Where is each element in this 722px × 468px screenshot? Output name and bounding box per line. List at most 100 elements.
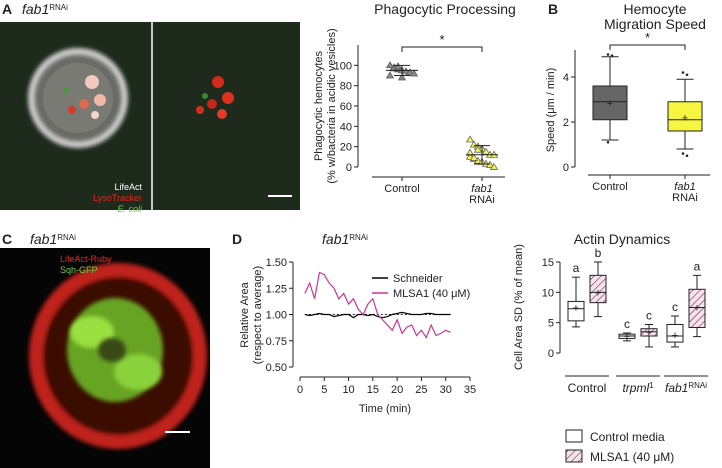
x-tick-label: 30: [440, 384, 452, 396]
data-point: [469, 153, 479, 161]
x-tick-label: trpml1: [622, 381, 654, 396]
box: [688, 288, 706, 329]
y-tick-label: 2: [563, 117, 569, 129]
image-label: Sqh-GFP: [60, 265, 98, 275]
group-letter: c: [672, 300, 678, 314]
panel-letter: D: [232, 231, 242, 247]
y-tick-label: 1.00: [266, 310, 287, 322]
image-label: LifeAct-Ruby: [60, 254, 112, 264]
mean-marker: +: [672, 330, 678, 342]
y-tick-label: 0: [563, 162, 569, 174]
legend-swatch: [565, 449, 583, 463]
x-tick-label: 35: [464, 384, 476, 396]
y-tick-label: 1.25: [266, 283, 287, 295]
y-axis-label: Relative Area: [239, 281, 251, 347]
error-bar: [474, 145, 490, 165]
y-tick-label: 0.75: [266, 336, 287, 348]
box: [567, 300, 585, 322]
legend-swatch: [565, 429, 583, 443]
panel-letter: B: [548, 1, 558, 17]
data-point: [465, 135, 475, 143]
box: [667, 101, 703, 132]
micrograph-a: [0, 22, 300, 210]
y-tick-label: 20: [340, 142, 352, 154]
text-span: RNAi: [688, 381, 707, 390]
significance: *: [645, 30, 650, 45]
data-point: [473, 145, 483, 153]
y-axis-label: (respect to average): [252, 266, 264, 364]
legend-label: Schneider: [393, 273, 443, 285]
significance-bracket: [609, 44, 686, 50]
y-tick-label: 0: [548, 348, 554, 360]
text-span: fab1: [322, 231, 349, 247]
group-letter: a: [573, 261, 580, 275]
panel-letter: C: [2, 231, 12, 247]
image-label: E. coli: [117, 204, 143, 214]
y-tick-label: 4: [563, 72, 569, 84]
x-tick-label: 20: [391, 384, 403, 396]
data-point: [489, 162, 499, 170]
y-tick-label: 80: [340, 81, 352, 93]
series-line: [304, 271, 451, 339]
y-axis-label: (% w/bacteria in acidic vesicles): [326, 28, 338, 183]
x-tick-label: 25: [415, 384, 427, 396]
y-tick-label: 1.50: [266, 257, 287, 269]
outlier: [606, 140, 610, 144]
chart-title: fab1RNAi: [322, 231, 368, 247]
image-title: fab1RNAi: [22, 1, 68, 17]
chart-title: Actin Dynamics: [574, 231, 670, 247]
box: [589, 274, 607, 304]
data-point: [397, 73, 407, 81]
y-tick-label: 0.50: [266, 362, 287, 374]
x-tick-label: Control: [384, 183, 419, 195]
x-tick-label: 10: [342, 384, 354, 396]
text-span: 1: [649, 381, 654, 390]
panel-letter: A: [2, 1, 12, 17]
y-tick-label: 5: [548, 318, 554, 330]
image-label: LifeAct: [114, 182, 142, 192]
mean-marker: +: [624, 331, 630, 343]
box: [640, 328, 658, 337]
chart-title: Phagocytic Processing: [374, 1, 516, 17]
y-tick-label: 10: [542, 287, 554, 299]
significance-bracket: [401, 46, 483, 52]
y-tick-label: 0: [346, 162, 352, 174]
x-tick-label: 15: [367, 384, 379, 396]
y-tick-label: 40: [340, 121, 352, 133]
outlier: [610, 54, 614, 57]
data-point: [485, 160, 495, 168]
error-bar: [394, 64, 410, 76]
mean-marker: +: [646, 327, 652, 339]
text-span: RNAi: [57, 233, 76, 242]
image-label: LysoTracker: [93, 193, 142, 203]
outlier: [681, 71, 685, 74]
chart-title: Hemocyte: [623, 1, 686, 17]
x-tick-label: Control: [568, 381, 607, 395]
y-axis-label: Phagocytic hemocytes: [313, 50, 325, 161]
data-point: [385, 61, 395, 69]
y-tick-label: 15: [542, 257, 554, 269]
legend-label: Control media: [590, 430, 665, 444]
legend-label: MLSA1 (40 μM): [590, 450, 674, 464]
mean-marker: +: [607, 98, 613, 110]
x-tick-label: 0: [297, 384, 303, 396]
mean-marker: +: [573, 303, 579, 315]
text-span: fab1: [22, 1, 49, 17]
outlier: [606, 53, 610, 56]
mean-marker: +: [595, 287, 601, 299]
x-tick-label: Control: [592, 181, 627, 193]
outlier: [681, 152, 685, 155]
text-span: fab1: [665, 381, 688, 395]
legend-label: MLSA1 (40 μM): [393, 288, 470, 300]
chart-title: Migration Speed: [604, 16, 706, 32]
y-tick-label: 100: [334, 60, 352, 72]
text-span: RNAi: [49, 3, 68, 12]
text-span: trpml: [622, 381, 649, 395]
data-point: [393, 62, 403, 70]
image-title: fab1RNAi: [30, 231, 76, 247]
x-axis-label: Time (min): [359, 403, 411, 415]
data-point: [481, 147, 491, 155]
